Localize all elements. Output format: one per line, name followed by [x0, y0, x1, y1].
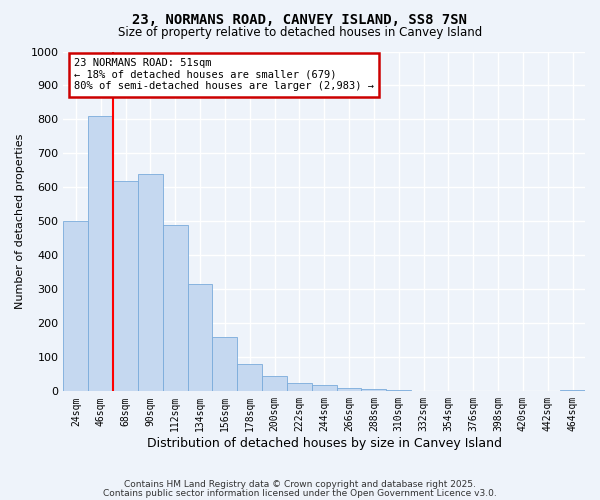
Bar [163, 225, 188, 392]
Bar [237, 364, 262, 392]
Bar [138, 174, 163, 392]
Bar [188, 284, 212, 392]
Text: Contains HM Land Registry data © Crown copyright and database right 2025.: Contains HM Land Registry data © Crown c… [124, 480, 476, 489]
Bar [312, 385, 337, 392]
Bar [386, 390, 411, 392]
Text: Contains public sector information licensed under the Open Government Licence v3: Contains public sector information licen… [103, 488, 497, 498]
Bar [361, 388, 386, 392]
Bar [337, 388, 361, 392]
Bar [560, 390, 585, 392]
Text: 23 NORMANS ROAD: 51sqm
← 18% of detached houses are smaller (679)
80% of semi-de: 23 NORMANS ROAD: 51sqm ← 18% of detached… [74, 58, 374, 92]
Bar [287, 383, 312, 392]
Bar [113, 180, 138, 392]
Bar [262, 376, 287, 392]
Text: Size of property relative to detached houses in Canvey Island: Size of property relative to detached ho… [118, 26, 482, 39]
Bar [88, 116, 113, 392]
Bar [411, 390, 436, 392]
Y-axis label: Number of detached properties: Number of detached properties [15, 134, 25, 309]
Bar [212, 337, 237, 392]
X-axis label: Distribution of detached houses by size in Canvey Island: Distribution of detached houses by size … [147, 437, 502, 450]
Bar [64, 222, 88, 392]
Text: 23, NORMANS ROAD, CANVEY ISLAND, SS8 7SN: 23, NORMANS ROAD, CANVEY ISLAND, SS8 7SN [133, 12, 467, 26]
